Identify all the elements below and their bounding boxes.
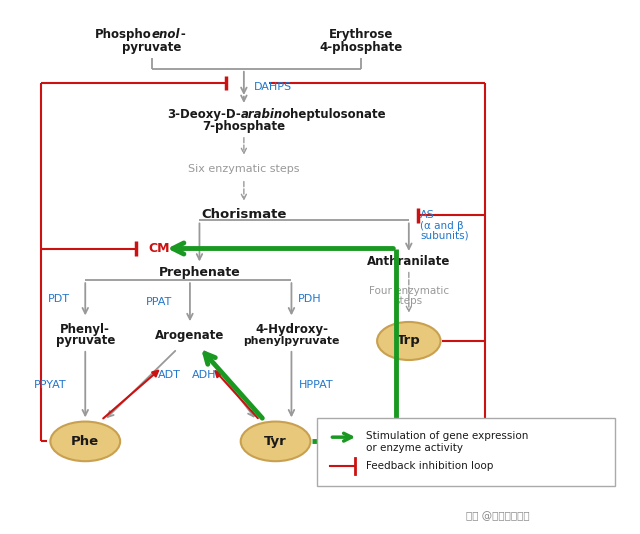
- Text: PPYAT: PPYAT: [33, 380, 66, 390]
- Text: ADH: ADH: [192, 371, 217, 380]
- Text: Trp: Trp: [397, 334, 420, 348]
- Text: (α and β: (α and β: [420, 221, 464, 231]
- Text: subunits): subunits): [420, 230, 469, 240]
- Text: 3-Deoxy-D-: 3-Deoxy-D-: [167, 108, 241, 121]
- Ellipse shape: [377, 322, 440, 360]
- Text: heptulosonate: heptulosonate: [290, 108, 386, 121]
- Text: Arogenate: Arogenate: [156, 329, 225, 342]
- Text: ADT: ADT: [158, 371, 181, 380]
- Text: DAHPS: DAHPS: [253, 82, 291, 92]
- Text: Phospho: Phospho: [95, 28, 152, 41]
- Text: 4-Hydroxy-: 4-Hydroxy-: [255, 323, 328, 336]
- Text: phenylpyruvate: phenylpyruvate: [243, 336, 340, 346]
- Text: Erythrose: Erythrose: [329, 28, 394, 41]
- Text: 4-phosphate: 4-phosphate: [319, 41, 403, 54]
- Text: Chorismate: Chorismate: [201, 208, 287, 221]
- Text: pyruvate: pyruvate: [122, 41, 182, 54]
- Text: arabino: arabino: [241, 108, 291, 121]
- Text: PDH: PDH: [298, 294, 321, 304]
- Text: pyruvate: pyruvate: [56, 334, 115, 348]
- Text: Prephenate: Prephenate: [159, 266, 241, 279]
- Text: or enzyme activity: or enzyme activity: [365, 443, 463, 453]
- Ellipse shape: [241, 421, 310, 461]
- Text: Tyr: Tyr: [264, 435, 287, 448]
- Text: Anthranilate: Anthranilate: [367, 255, 451, 268]
- Text: 头条 @李老师谈生化: 头条 @李老师谈生化: [466, 512, 529, 521]
- Text: AS: AS: [420, 210, 435, 220]
- Ellipse shape: [51, 421, 120, 461]
- Text: Phenyl-: Phenyl-: [60, 323, 110, 336]
- Text: Feedback inhibition loop: Feedback inhibition loop: [365, 461, 493, 471]
- Text: Six enzymatic steps: Six enzymatic steps: [188, 164, 300, 174]
- Text: 7-phosphate: 7-phosphate: [202, 121, 285, 134]
- Text: -: -: [152, 28, 186, 41]
- Text: PPAT: PPAT: [146, 297, 172, 307]
- Text: HPPAT: HPPAT: [299, 380, 333, 390]
- FancyBboxPatch shape: [317, 418, 615, 486]
- Text: steps: steps: [395, 296, 423, 307]
- Text: PDT: PDT: [47, 294, 69, 304]
- Text: Stimulation of gene expression: Stimulation of gene expression: [365, 431, 528, 441]
- Text: CM: CM: [148, 242, 170, 255]
- Text: Four enzymatic: Four enzymatic: [369, 286, 449, 296]
- Text: enol: enol: [152, 28, 180, 41]
- Text: Phe: Phe: [71, 435, 99, 448]
